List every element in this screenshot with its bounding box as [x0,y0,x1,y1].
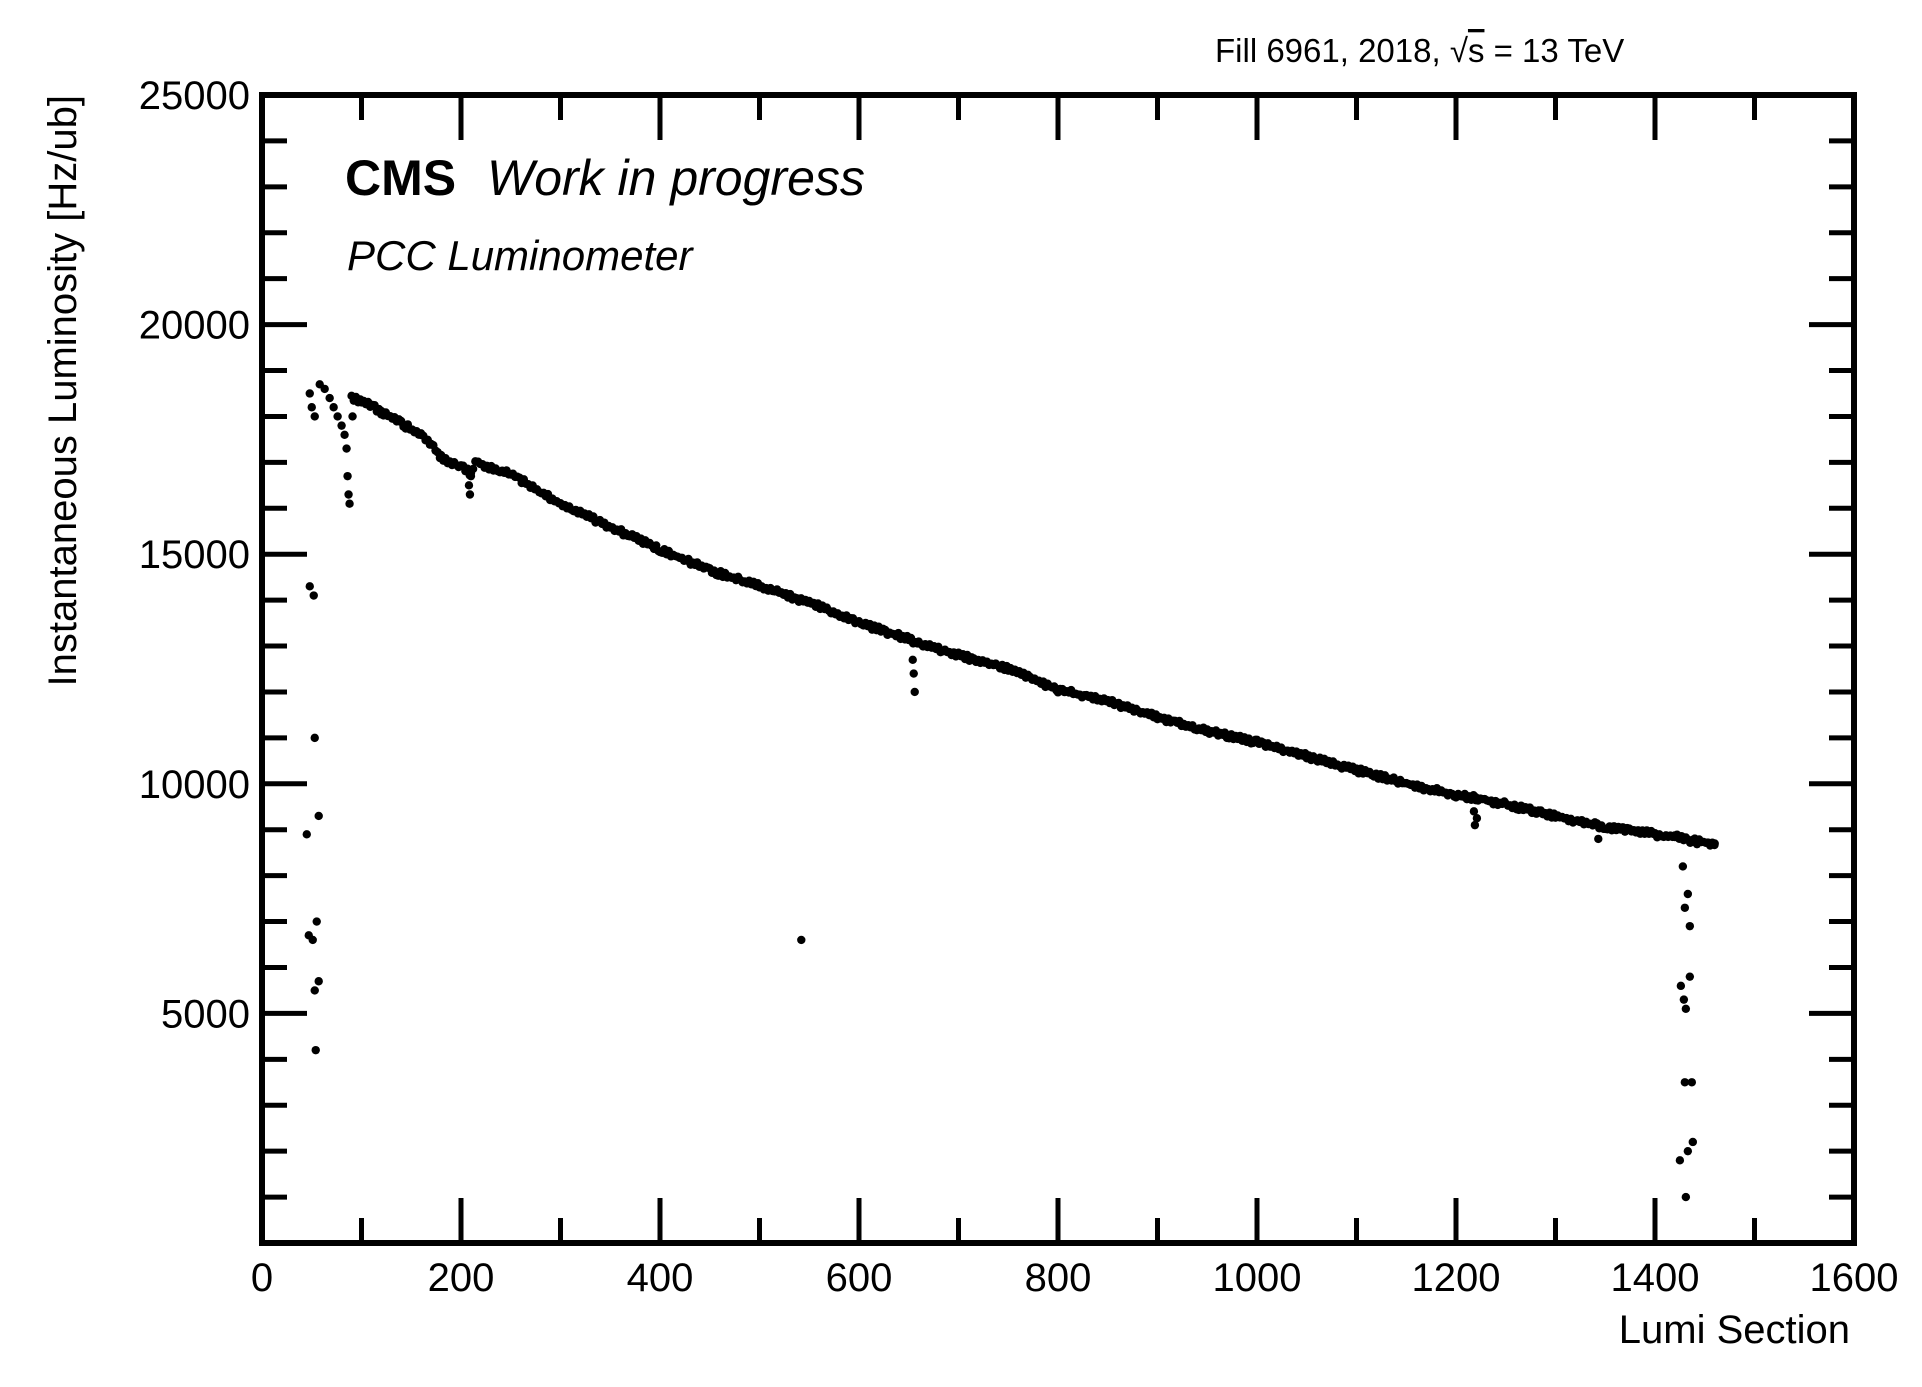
outlier-point [310,986,319,995]
outlier-point [466,471,476,481]
outlier-point [1681,1004,1691,1014]
x-tick-label: 0 [251,1256,273,1300]
outlier-point [797,935,806,945]
y-tick-label: 15000 [139,533,250,577]
data-point [348,412,357,421]
outlier-point [1685,972,1695,981]
x-tick-label: 600 [826,1256,893,1300]
outlier-point [1680,1078,1690,1087]
outlier-point [1594,834,1603,844]
x-tick-label: 800 [1025,1256,1092,1300]
fill-info: Fill 6961, 2018, [1215,32,1450,69]
data-point [340,430,349,440]
outlier-point [1681,1192,1691,1202]
x-tick-label: 1200 [1412,1256,1501,1300]
outlier-point [309,591,318,600]
work-in-progress-label: Work in progress [487,150,865,206]
outlier-point [465,490,475,499]
x-tick-label: 1600 [1810,1256,1899,1300]
data-point [325,393,334,403]
outlier-point [311,1045,320,1055]
outlier-point [1679,995,1689,1004]
outlier-point [1683,1146,1693,1156]
outlier-point [302,830,311,839]
data-point [305,389,314,398]
outlier-point [314,811,323,821]
data-point [329,403,338,412]
outlier-point [910,687,919,697]
data-point [337,421,346,430]
outlier-point [1685,921,1695,931]
outlier-point [909,669,918,678]
energy-symbol: s [1468,32,1485,69]
header-label: Fill 6961, 2018, √s = 13 TeV [1215,32,1624,69]
data-point [342,444,351,453]
outlier-point [1688,1137,1698,1147]
data-point [343,471,352,481]
outlier-point [305,582,314,591]
outlier-point [1680,903,1690,912]
outlier-point [464,481,474,490]
detector-label: PCC Luminometer [347,232,694,279]
outlier-point [1687,1078,1697,1087]
data-points [302,380,1719,1202]
y-axis-title: Instantaneous Luminosity [Hz/ub] [41,95,85,686]
outlier-point [308,935,317,945]
sqrt-symbol: √ [1450,32,1469,69]
outlier-point [1678,862,1688,871]
x-tick-label: 1400 [1611,1256,1700,1300]
data-point [310,412,319,421]
tick-labels: 0 200 400 600 800 1000 1200 1400 1600 5000 10000 15… [139,74,1899,1300]
outlier-point [1469,807,1479,816]
y-tick-label: 10000 [139,763,250,807]
energy-value: = 13 TeV [1484,32,1624,69]
x-tick-label: 1000 [1213,1256,1302,1300]
outlier-point [1683,889,1693,899]
data-point [345,499,354,508]
x-axis-title: Lumi Section [1619,1308,1850,1352]
outlier-point [312,917,321,926]
outlier-point [908,655,917,665]
y-tick-label: 5000 [161,992,250,1036]
y-tick-label: 20000 [139,304,250,348]
x-tick-label: 400 [627,1256,694,1300]
outlier-point [1676,981,1686,991]
outlier-point [1470,820,1480,830]
data-point [320,384,329,394]
data-point [1710,839,1719,848]
outlier-point [1472,814,1482,823]
data-point [307,403,316,412]
outlier-point [314,977,323,986]
outlier-point [1675,1156,1685,1165]
plot-frame [259,92,1857,1246]
x-tick-label: 200 [428,1256,495,1300]
data-point [468,464,478,474]
y-tick-label: 25000 [139,74,250,118]
cms-label: CMS [345,150,456,206]
data-point [344,490,353,499]
data-point [333,412,342,421]
outlier-point [310,733,319,743]
